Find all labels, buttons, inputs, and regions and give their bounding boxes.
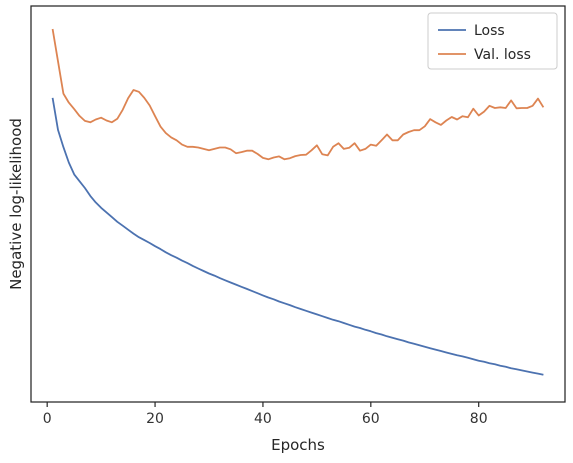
legend-label-loss: Loss xyxy=(474,23,505,39)
x-tick-label: 0 xyxy=(43,411,52,427)
series-line-loss xyxy=(51,97,544,376)
plot-frame xyxy=(30,5,566,403)
legend-box xyxy=(427,12,558,70)
x-ticks: 0 20 40 60 80 xyxy=(43,402,488,427)
x-axis-label: Epochs xyxy=(271,436,325,454)
x-tick-label: 40 xyxy=(254,411,272,427)
y-axis-label: Negative log-likelihood xyxy=(7,118,25,290)
x-tick-label: 80 xyxy=(470,411,488,427)
legend: Loss Val. loss xyxy=(427,12,558,70)
x-tick-label: 20 xyxy=(146,411,164,427)
series-line-val-loss xyxy=(51,28,545,161)
plot-background xyxy=(31,6,565,402)
legend-label-val-loss: Val. loss xyxy=(474,47,531,63)
series-layer xyxy=(51,28,545,376)
x-tick-label: 60 xyxy=(362,411,380,427)
